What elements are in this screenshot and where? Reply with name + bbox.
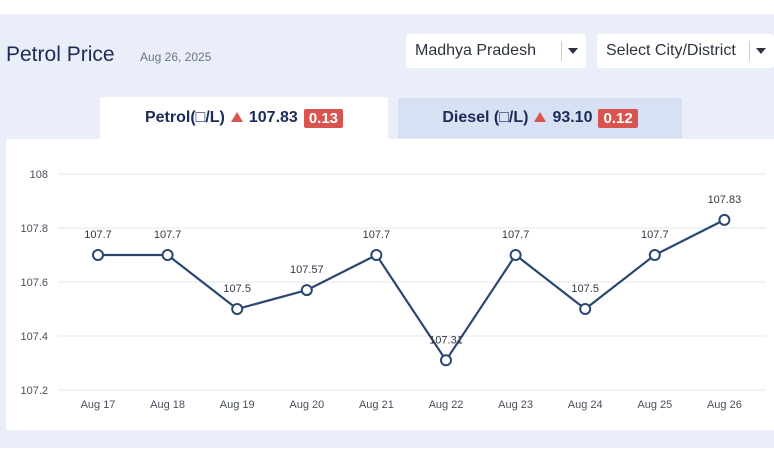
tab-petrol-change-badge: 0.13	[303, 108, 344, 128]
data-point	[161, 249, 174, 261]
data-label: 107.7	[641, 229, 669, 241]
tab-diesel-price: 93.10	[552, 109, 593, 126]
tab-petrol[interactable]: Petrol(□/L) 107.83 0.13	[100, 97, 388, 139]
data-point	[579, 303, 592, 315]
data-label: 107.7	[84, 229, 112, 241]
bottom-strip	[0, 448, 774, 464]
y-tick-label: 107.4	[20, 331, 48, 343]
select-divider	[561, 41, 562, 61]
x-tick-label: Aug 20	[289, 399, 324, 411]
x-tick-label: Aug 18	[150, 399, 185, 411]
x-tick-label: Aug 21	[359, 399, 394, 411]
data-label: 107.7	[154, 229, 182, 241]
top-strip	[0, 0, 774, 14]
data-point	[718, 213, 731, 226]
data-label: 107.7	[502, 229, 530, 241]
chart-area: 108 107.8 107.6 107.4 107.2 Aug 17 Aug 18 Aug 1…	[6, 139, 774, 430]
x-tick-label: Aug 25	[637, 399, 672, 411]
price-line-chart: 108 107.8 107.6 107.4 107.2 Aug 17 Aug 18 Aug 1…	[20, 169, 766, 411]
data-label: 107.7	[363, 229, 391, 241]
x-tick-label: Aug 17	[81, 399, 116, 411]
y-tick-label: 108	[30, 169, 48, 181]
data-point	[440, 354, 452, 367]
data-point	[231, 303, 244, 315]
data-point	[300, 284, 313, 297]
y-tick-label: 107.2	[20, 385, 48, 397]
tab-diesel-label: Diesel (□/L)	[442, 109, 529, 126]
data-label: 107.5	[223, 283, 251, 295]
x-tick-label: Aug 19	[220, 399, 255, 411]
select-divider	[749, 41, 750, 61]
data-point	[648, 249, 661, 261]
city-select[interactable]: Select City/District	[597, 34, 774, 68]
city-select-value: Select City/District	[606, 42, 736, 59]
chevron-down-icon[interactable]	[568, 48, 578, 54]
data-label: 107.83	[708, 194, 742, 206]
data-label: 107.5	[571, 283, 599, 295]
series-line	[98, 218, 725, 362]
tab-petrol-price: 107.83	[248, 109, 298, 126]
price-up-icon	[534, 112, 547, 122]
tab-diesel[interactable]: Diesel (□/L) 93.10 0.12	[398, 98, 682, 138]
y-tick-label: 107.8	[20, 223, 48, 235]
state-select-value: Madhya Pradesh	[415, 42, 536, 59]
data-label: 107.31	[429, 334, 463, 346]
price-up-icon	[230, 112, 243, 122]
data-label: 107.57	[290, 264, 324, 276]
price-date: Aug 26, 2025	[140, 50, 212, 64]
y-tick-label: 107.6	[20, 277, 48, 289]
chevron-down-icon[interactable]	[756, 48, 766, 54]
state-select[interactable]: Madhya Pradesh	[406, 34, 586, 68]
x-tick-label: Aug 26	[707, 399, 742, 411]
x-tick-label: Aug 23	[498, 399, 533, 411]
data-point	[370, 249, 383, 261]
data-point	[92, 249, 104, 261]
page-title: Petrol Price	[6, 43, 115, 66]
tab-diesel-change-badge: 0.12	[598, 108, 638, 128]
x-tick-label: Aug 24	[568, 399, 603, 411]
x-tick-label: Aug 22	[429, 399, 464, 411]
data-point	[509, 249, 522, 261]
tab-petrol-label: Petrol(□/L)	[144, 109, 225, 126]
